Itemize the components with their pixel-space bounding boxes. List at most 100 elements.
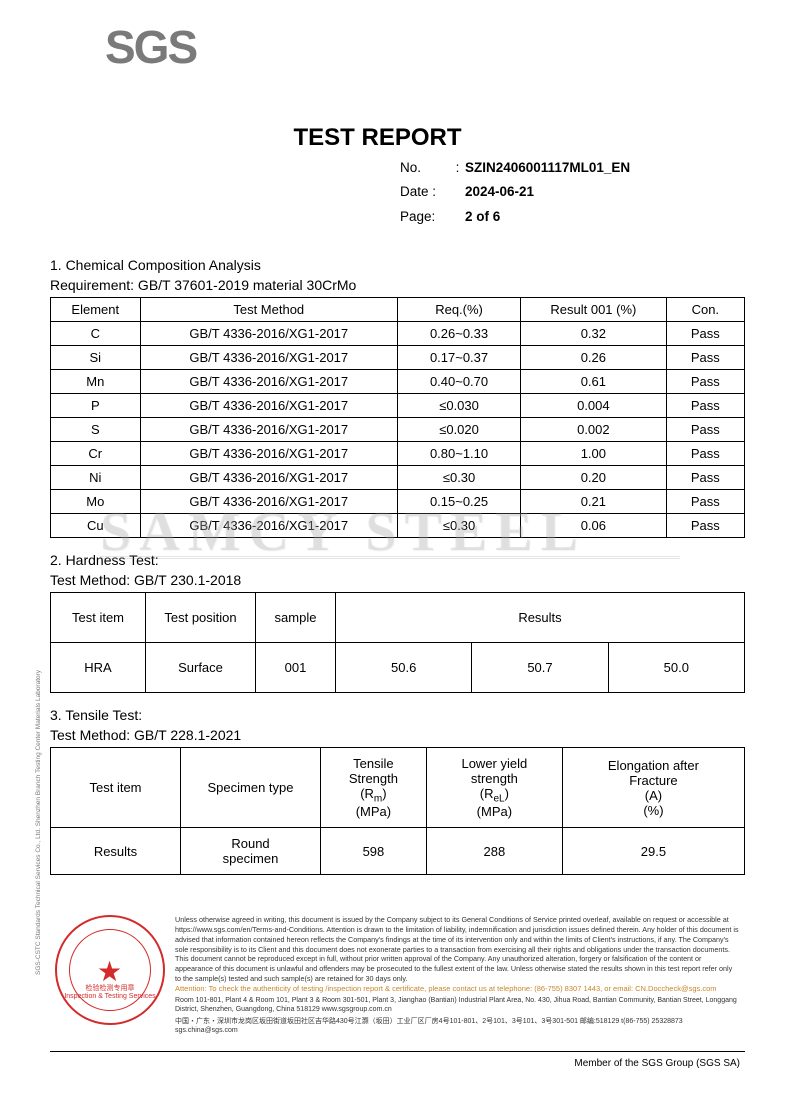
cell: 0.40~0.70 xyxy=(397,369,520,393)
table-header-row: Element Test Method Req.(%) Result 001 (… xyxy=(51,297,745,321)
table-row: Results Round specimen 598 288 29.5 xyxy=(51,828,745,875)
cell: 29.5 xyxy=(562,828,744,875)
meta-page-value: 2 of 6 xyxy=(465,205,500,229)
footer-divider xyxy=(50,1051,745,1052)
logo-text: SGS xyxy=(105,20,196,74)
report-title: TEST REPORT xyxy=(10,124,745,152)
cell: C xyxy=(51,321,141,345)
cell: Cu xyxy=(51,513,141,537)
cell: 0.17~0.37 xyxy=(397,345,520,369)
meta-date-label: Date : xyxy=(400,180,465,204)
table-header-row: Test item Test position sample Results xyxy=(51,592,745,642)
footer-text-block: Unless otherwise agreed in writing, this… xyxy=(175,915,740,1035)
meta-date-value: 2024-06-21 xyxy=(465,180,534,204)
table-row: MnGB/T 4336-2016/XG1-20170.40~0.700.61Pa… xyxy=(51,369,745,393)
th-testpos: Test position xyxy=(146,592,256,642)
footer: ★ 检验检测专用章 Inspection & Testing Services … xyxy=(50,915,745,1035)
table-row: HRA Surface 001 50.6 50.7 50.0 xyxy=(51,642,745,692)
cell: Round specimen xyxy=(181,828,321,875)
table-header-row: Test item Specimen type Tensile Strength… xyxy=(51,747,745,828)
section1-requirement: Requirement: GB/T 37601-2019 material 30… xyxy=(50,277,745,293)
table-row: CuGB/T 4336-2016/XG1-2017≤0.300.06Pass xyxy=(51,513,745,537)
cell: GB/T 4336-2016/XG1-2017 xyxy=(140,345,397,369)
cell: ≤0.30 xyxy=(397,513,520,537)
hardness-table: Test item Test position sample Results H… xyxy=(50,592,745,693)
footer-alert: Attention: To check the authenticity of … xyxy=(175,984,740,994)
cell: GB/T 4336-2016/XG1-2017 xyxy=(140,513,397,537)
cell: Pass xyxy=(666,489,744,513)
cell: 50.7 xyxy=(472,642,608,692)
meta-no-label: No. xyxy=(400,156,450,180)
cell: Results xyxy=(51,828,181,875)
cell: Pass xyxy=(666,345,744,369)
th-result: Result 001 (%) xyxy=(521,297,667,321)
cell: Pass xyxy=(666,369,744,393)
cell: 1.00 xyxy=(521,441,667,465)
sgs-logo: SGS xyxy=(105,20,745,74)
cell: Surface xyxy=(146,642,256,692)
cell: 0.20 xyxy=(521,465,667,489)
cell: 0.15~0.25 xyxy=(397,489,520,513)
cell: 0.61 xyxy=(521,369,667,393)
tensile-table: Test item Specimen type Tensile Strength… xyxy=(50,747,745,876)
cell: Pass xyxy=(666,393,744,417)
th-spectype: Specimen type xyxy=(181,747,321,828)
th-elong: Elongation after Fracture (A) (%) xyxy=(562,747,744,828)
th-method: Test Method xyxy=(140,297,397,321)
stamp-icon: ★ 检验检测专用章 Inspection & Testing Services xyxy=(55,915,165,1025)
section2-method: Test Method: GB/T 230.1-2018 xyxy=(50,572,745,588)
cell: GB/T 4336-2016/XG1-2017 xyxy=(140,417,397,441)
cell: 0.32 xyxy=(521,321,667,345)
cell: 50.6 xyxy=(336,642,472,692)
meta-page-label: Page: xyxy=(400,205,465,229)
cell: 288 xyxy=(426,828,562,875)
section1-title: 1. Chemical Composition Analysis xyxy=(50,257,745,273)
th-tensile: Tensile Strength (Rm) (MPa) xyxy=(321,747,427,828)
th-testitem: Test item xyxy=(51,747,181,828)
cell: 001 xyxy=(256,642,336,692)
stamp-text: 检验检测专用章 Inspection & Testing Services xyxy=(57,985,163,1002)
table-row: NiGB/T 4336-2016/XG1-2017≤0.300.20Pass xyxy=(51,465,745,489)
cell: GB/T 4336-2016/XG1-2017 xyxy=(140,321,397,345)
th-element: Element xyxy=(51,297,141,321)
cell: 0.26~0.33 xyxy=(397,321,520,345)
footer-member: Member of the SGS Group (SGS SA) xyxy=(0,1058,795,1079)
side-text: SGS-CSTC Standards Technical Services Co… xyxy=(35,670,42,975)
cell: ≤0.020 xyxy=(397,417,520,441)
cell: P xyxy=(51,393,141,417)
table-row: CGB/T 4336-2016/XG1-20170.26~0.330.32Pas… xyxy=(51,321,745,345)
cell: 0.004 xyxy=(521,393,667,417)
cell: 0.002 xyxy=(521,417,667,441)
composition-table: Element Test Method Req.(%) Result 001 (… xyxy=(50,297,745,538)
cell: 0.26 xyxy=(521,345,667,369)
cell: GB/T 4336-2016/XG1-2017 xyxy=(140,369,397,393)
cell: GB/T 4336-2016/XG1-2017 xyxy=(140,393,397,417)
table-row: CrGB/T 4336-2016/XG1-20170.80~1.101.00Pa… xyxy=(51,441,745,465)
cell: Mn xyxy=(51,369,141,393)
cell: 0.80~1.10 xyxy=(397,441,520,465)
th-con: Con. xyxy=(666,297,744,321)
cell: 0.06 xyxy=(521,513,667,537)
cell: ≤0.030 xyxy=(397,393,520,417)
cell: GB/T 4336-2016/XG1-2017 xyxy=(140,489,397,513)
cell: ≤0.30 xyxy=(397,465,520,489)
cell: Pass xyxy=(666,441,744,465)
cell: HRA xyxy=(51,642,146,692)
th-results: Results xyxy=(336,592,745,642)
cell: S xyxy=(51,417,141,441)
th-req: Req.(%) xyxy=(397,297,520,321)
table-row: SGB/T 4336-2016/XG1-2017≤0.0200.002Pass xyxy=(51,417,745,441)
star-icon: ★ xyxy=(97,955,122,988)
cell: 598 xyxy=(321,828,427,875)
cell: Pass xyxy=(666,465,744,489)
section3-title: 3. Tensile Test: xyxy=(50,707,745,723)
report-meta: No. : SZIN2406001117ML01_EN Date : 2024-… xyxy=(400,156,745,229)
meta-no-value: SZIN2406001117ML01_EN xyxy=(465,156,630,180)
cell: Cr xyxy=(51,441,141,465)
th-testitem: Test item xyxy=(51,592,146,642)
table-row: SiGB/T 4336-2016/XG1-20170.17~0.370.26Pa… xyxy=(51,345,745,369)
th-sample: sample xyxy=(256,592,336,642)
section3-method: Test Method: GB/T 228.1-2021 xyxy=(50,727,745,743)
report-page: SGS TEST REPORT No. : SZIN2406001117ML01… xyxy=(0,0,795,1045)
footer-addr-cn: 中国・广东・深圳市龙岗区坂田街道坂田社区吉华路430号江灏（坂田）工业厂区厂房4… xyxy=(175,1017,740,1036)
